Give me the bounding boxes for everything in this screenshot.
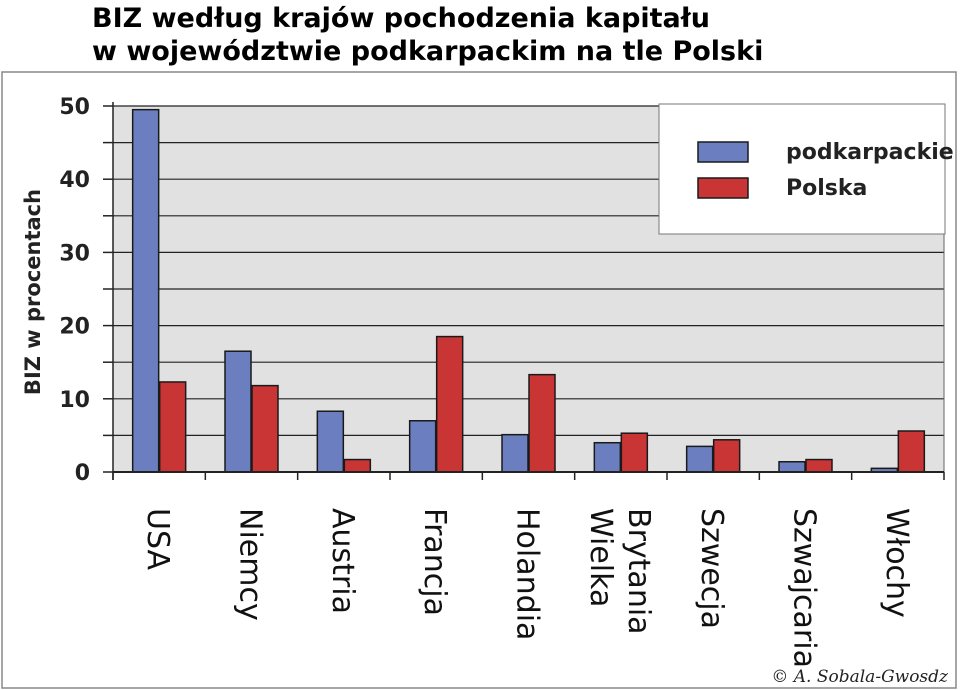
axes [103, 102, 945, 480]
credit-text: © A. Sobala-Gwosdz [771, 667, 949, 687]
chart-frame [1, 71, 957, 689]
bar-polska-4 [528, 373, 556, 473]
chart-title: BIZ według krajów pochodzenia kapitału w… [92, 3, 764, 67]
y-tick-label: 20 [59, 315, 90, 340]
x-tick-label: Wielka Brytania [583, 508, 656, 635]
y-tick-label: 40 [59, 168, 90, 193]
y-tick-label: 30 [59, 241, 90, 266]
x-tick-label: USA [140, 508, 175, 571]
bar-polska-2 [343, 458, 372, 473]
x-tick-label: Austria [325, 508, 360, 614]
bar-polska-7 [805, 458, 833, 473]
legend-box [658, 103, 946, 235]
bars [131, 108, 926, 473]
x-tick-label: Szwajcaria [787, 508, 822, 668]
y-tick-label: 50 [59, 95, 90, 120]
bar-podkarpackie-0 [131, 108, 160, 473]
y-ticks: 0 10 20 30 40 50 [59, 95, 90, 486]
x-tick-label: Holandia [510, 508, 545, 640]
legend-label-podkarpackie: podkarpackie [786, 140, 954, 165]
x-tick-label: Włochy [879, 508, 914, 618]
bar-polska-3 [435, 335, 464, 473]
y-axis-label: BIZ w procentach [21, 189, 45, 395]
bar-podkarpackie-5 [593, 441, 622, 473]
bar-polska-0 [158, 381, 187, 473]
x-tick-label: Niemcy [233, 508, 268, 621]
legend-swatch-podkarpackie [697, 141, 749, 163]
bar-polska-6 [712, 439, 741, 473]
x-tick-label: Francja [417, 508, 452, 616]
bar-podkarpackie-6 [685, 445, 714, 473]
legend-swatch-polska [697, 177, 749, 199]
bar-podkarpackie-1 [224, 350, 252, 473]
bar-polska-8 [897, 430, 926, 473]
bar-podkarpackie-7 [778, 461, 806, 473]
y-tick-label: 10 [59, 388, 90, 413]
bar-podkarpackie-2 [316, 410, 345, 473]
y-tick-label: 0 [75, 461, 90, 486]
x-ticks: USA Niemcy Austria Francja Holandia Wielka Bry… [140, 508, 914, 668]
bar-podkarpackie-4 [501, 433, 529, 473]
legend: podkarpackie Polska [658, 103, 954, 235]
legend-label-polska: Polska [786, 176, 867, 201]
bar-polska-1 [251, 384, 279, 473]
x-tick-label: Szwecja [694, 508, 729, 629]
bar-polska-5 [620, 432, 649, 473]
bar-podkarpackie-3 [408, 420, 437, 473]
